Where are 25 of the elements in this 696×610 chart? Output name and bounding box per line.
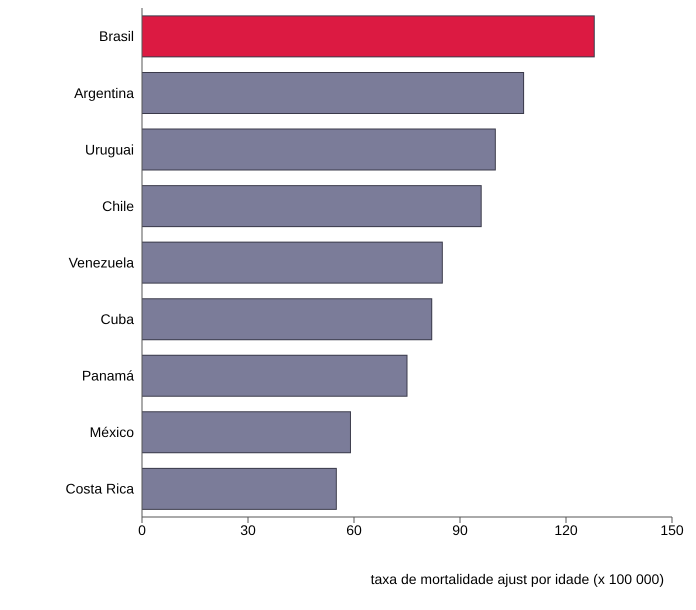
y-tick-label: Cuba — [100, 311, 134, 328]
x-tick-label: 30 — [240, 522, 256, 538]
bar — [142, 468, 337, 510]
bar — [142, 411, 351, 454]
y-tick-label: Costa Rica — [66, 480, 134, 497]
y-tick-label: Venezuela — [68, 254, 134, 270]
x-tick-label: 150 — [660, 522, 684, 538]
x-tick-label: 60 — [346, 522, 362, 538]
bar — [142, 354, 408, 397]
y-tick-label: Brasil — [98, 28, 134, 44]
bar — [142, 242, 443, 284]
bar — [142, 185, 482, 228]
y-tick-label: Argentina — [74, 84, 134, 101]
x-axis-title: taxa de mortalidade ajust por idade (x 100 000) — [370, 571, 664, 587]
y-tick-label: Uruguai — [84, 141, 134, 158]
y-tick-label: Panamá — [82, 368, 134, 384]
x-tick-label: 90 — [452, 522, 468, 538]
x-tick-label: 0 — [138, 522, 146, 538]
bar — [142, 298, 432, 340]
bar — [142, 15, 595, 58]
bar — [142, 128, 496, 171]
y-tick-label: Chile — [102, 198, 134, 214]
y-tick-label: México — [90, 424, 134, 440]
x-tick-label: 120 — [554, 522, 578, 538]
bar — [142, 72, 524, 114]
